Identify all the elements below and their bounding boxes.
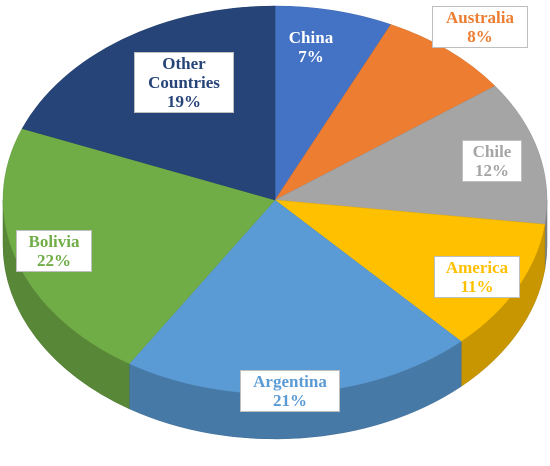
label-america: America 11%	[434, 256, 520, 298]
pie-tops	[2, 5, 548, 395]
pie-slice-chile	[274, 85, 548, 225]
pie-slice-australia	[274, 24, 496, 201]
label-australia-value: 8%	[467, 27, 493, 46]
label-australia: Australia 8%	[432, 6, 528, 48]
label-other-countries-name: Other Countries	[148, 54, 220, 92]
label-argentina: Argentina 21%	[240, 370, 340, 412]
label-chile-name: Chile	[472, 142, 512, 161]
label-bolivia-value: 22%	[37, 251, 71, 270]
label-china: China 7%	[278, 26, 344, 68]
label-bolivia: Bolivia 22%	[16, 230, 92, 272]
label-australia-name: Australia	[446, 8, 514, 27]
label-argentina-name: Argentina	[253, 372, 327, 391]
label-other-countries-value: 19%	[167, 92, 201, 111]
label-chile: Chile 12%	[462, 140, 522, 182]
label-other-countries: Other Countries 19%	[134, 52, 234, 113]
label-argentina-value: 21%	[273, 391, 307, 410]
label-bolivia-name: Bolivia	[28, 232, 80, 251]
label-china-value: 7%	[298, 47, 324, 66]
label-america-name: America	[445, 258, 509, 277]
label-china-name: China	[288, 28, 334, 47]
label-america-value: 11%	[460, 277, 494, 296]
label-chile-value: 12%	[475, 161, 509, 180]
